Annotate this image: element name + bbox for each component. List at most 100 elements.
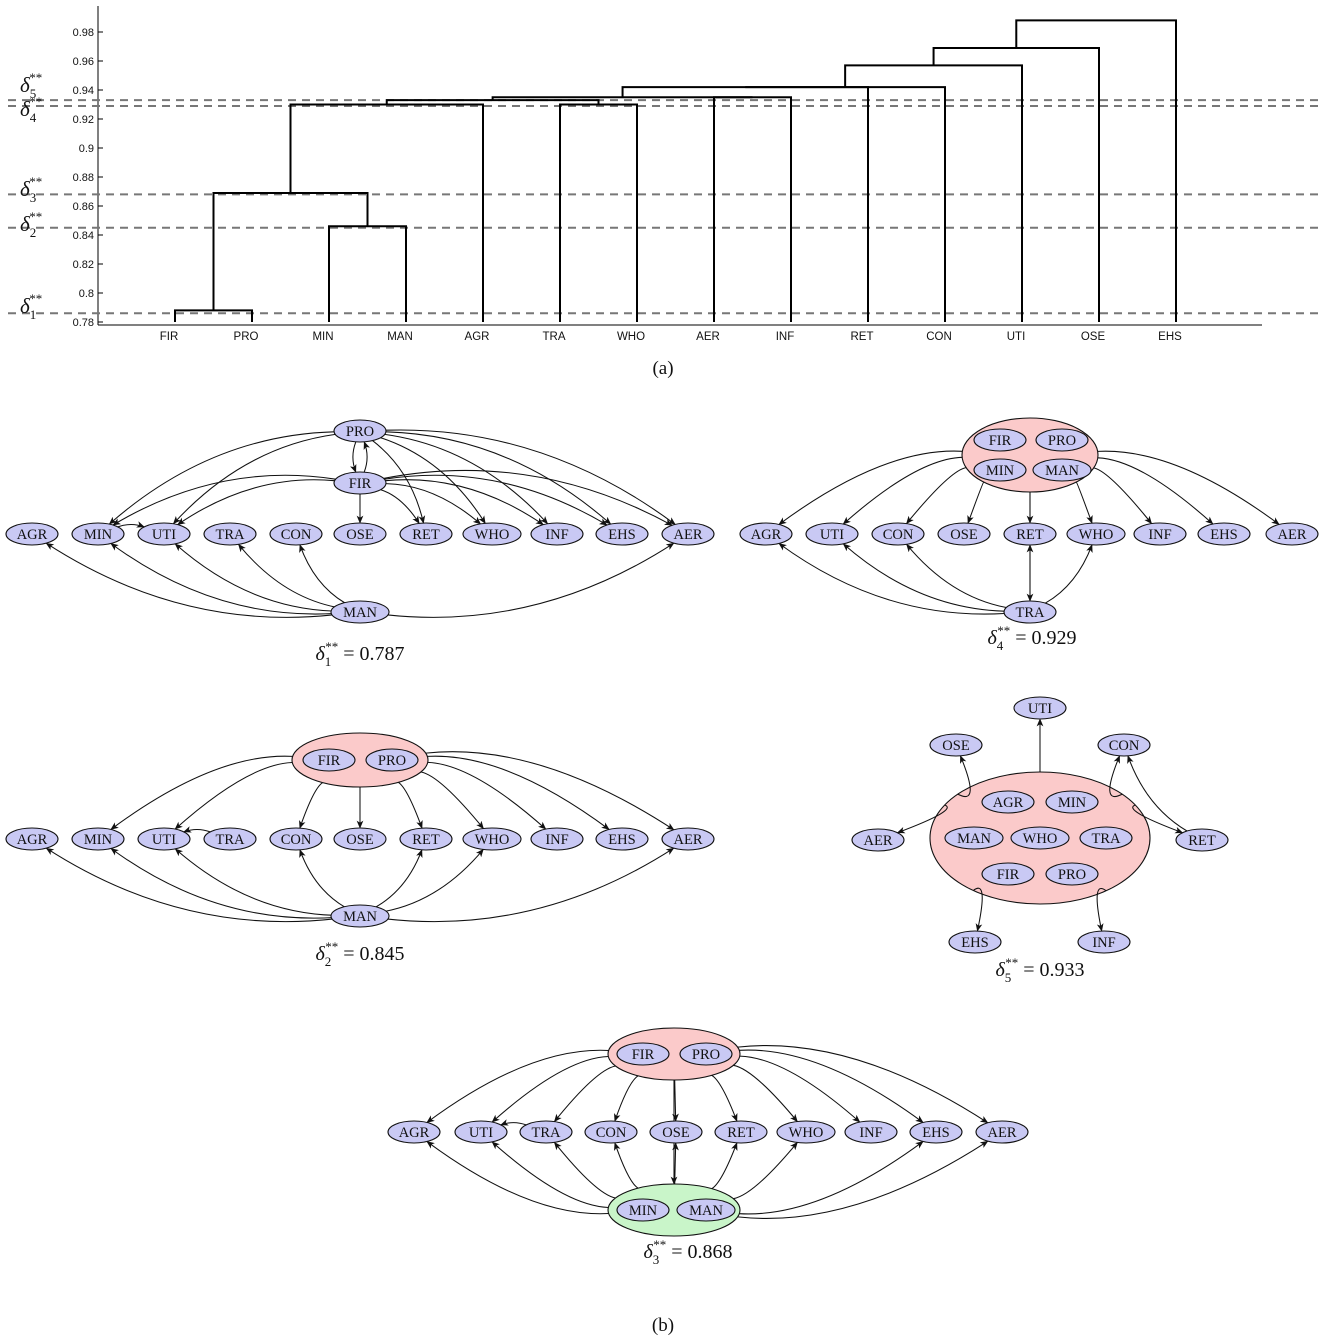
threshold-label: δ3** bbox=[20, 174, 42, 205]
node-min bbox=[1045, 790, 1099, 814]
caption-symbol: δ bbox=[315, 943, 325, 965]
dendrogram-link bbox=[289, 103, 484, 322]
node-label: CON bbox=[281, 527, 312, 543]
edge-ret-to-con bbox=[1127, 755, 1188, 832]
leaf-label: FIR bbox=[160, 331, 179, 343]
leaf-labels: FIR PRO MIN MAN AGR TRA WHO AER INF RET CON UTI OSE E… bbox=[160, 331, 1182, 343]
edge-man-to-aer bbox=[385, 542, 675, 618]
node-label: TRA bbox=[1016, 605, 1046, 621]
edge-pro-to-ehs bbox=[385, 431, 612, 525]
edge-man-to-agr bbox=[45, 847, 335, 923]
node-agr bbox=[387, 1120, 441, 1144]
node-uti bbox=[137, 522, 191, 546]
edge-fir-pro-to-inf bbox=[739, 1055, 861, 1123]
node-inf bbox=[1077, 930, 1131, 954]
node-fir bbox=[333, 471, 387, 495]
edge-pro-to-who bbox=[380, 437, 486, 524]
edge-fir-pro-to-who bbox=[420, 771, 484, 830]
node-aer bbox=[975, 1120, 1029, 1144]
node-ehs bbox=[1197, 522, 1251, 546]
edges bbox=[45, 429, 676, 618]
threshold-sup: ** bbox=[29, 94, 42, 109]
node-min bbox=[71, 827, 125, 851]
dendrogram-links bbox=[174, 19, 1177, 322]
edge-c-to-agr bbox=[778, 450, 963, 525]
node-label: PRO bbox=[1058, 867, 1086, 883]
edge-tra-to-who bbox=[1045, 544, 1093, 604]
node-label: MIN bbox=[84, 527, 113, 543]
threshold-label: δ2** bbox=[20, 209, 42, 240]
caption-value: = 0.929 bbox=[1010, 627, 1076, 649]
y-tick-label: 0.88 bbox=[73, 172, 94, 184]
threshold-sub: 2 bbox=[30, 225, 37, 240]
node-label: CON bbox=[281, 832, 312, 848]
nodes: FIR PRO AGR MIN UTI TRA CON OSE RET WHO INF EHS AER M… bbox=[5, 748, 715, 928]
dendrogram: 0.78 0.8 0.82 0.84 0.86 0.88 0.9 0.92 0.94 0.96 0.… bbox=[8, 6, 1318, 379]
node-label: AGR bbox=[993, 795, 1024, 811]
caption-symbol: δ bbox=[643, 1241, 653, 1263]
edge-pro-to-uti bbox=[172, 433, 336, 525]
edge-min-man-to-ret bbox=[711, 1142, 738, 1190]
edge-min-to-uti bbox=[117, 521, 145, 528]
node-ehs bbox=[948, 930, 1002, 954]
caption-b: (b) bbox=[652, 1315, 674, 1336]
node-ret bbox=[1175, 828, 1229, 852]
edge-man-to-con bbox=[299, 544, 346, 604]
edges bbox=[426, 1045, 989, 1219]
threshold-label: δ1** bbox=[20, 291, 42, 322]
edge-min-man-to-agr bbox=[426, 1141, 609, 1215]
node-ehs bbox=[595, 827, 649, 851]
node-label: EHS bbox=[608, 832, 635, 848]
caption-sup: ** bbox=[653, 1237, 666, 1252]
node-con bbox=[269, 827, 323, 851]
node-aer bbox=[661, 522, 715, 546]
node-label: AER bbox=[1278, 527, 1307, 543]
node-con bbox=[871, 522, 925, 546]
caption-symbol: δ bbox=[995, 959, 1005, 981]
node-tra bbox=[1003, 600, 1057, 624]
node-ose bbox=[937, 522, 991, 546]
leaf-label: UTI bbox=[1007, 331, 1026, 343]
node-label: FIR bbox=[997, 867, 1020, 883]
node-label: WHO bbox=[1079, 527, 1114, 543]
node-tra bbox=[203, 827, 257, 851]
edge-c-to-ehs bbox=[972, 887, 983, 932]
dendrogram-link bbox=[174, 309, 253, 322]
node-label: EHS bbox=[608, 527, 635, 543]
edge-min-man-to-ehs bbox=[739, 1141, 924, 1215]
node-pro bbox=[1035, 428, 1089, 452]
node-label: EHS bbox=[961, 935, 988, 951]
leaf-label: INF bbox=[776, 331, 795, 343]
edge-min-man-to-tra bbox=[553, 1141, 616, 1199]
graph-caption: δ1** = 0.787 bbox=[315, 639, 404, 669]
edge-fir-pro-to-aer bbox=[737, 1045, 989, 1124]
threshold-sub: 3 bbox=[30, 190, 37, 205]
y-tick-label: 0.84 bbox=[73, 230, 94, 242]
edge-fir-pro-to-ret bbox=[397, 781, 423, 829]
edge-min-man-to-uti bbox=[491, 1141, 609, 1209]
node-tra bbox=[1079, 826, 1133, 850]
node-min bbox=[71, 522, 125, 546]
node-aer bbox=[1265, 522, 1319, 546]
node-con bbox=[584, 1120, 638, 1144]
edge-c-to-ose bbox=[957, 755, 971, 798]
edge-man-to-ret bbox=[375, 849, 423, 908]
edge-fir-to-ret bbox=[380, 489, 420, 524]
node-label: AGR bbox=[751, 527, 782, 543]
threshold-symbol: δ bbox=[20, 73, 31, 97]
edge-fir-pro-to-con bbox=[614, 1075, 639, 1122]
leaf-label: AGR bbox=[465, 331, 490, 343]
caption-value: = 0.787 bbox=[338, 643, 404, 665]
caption-sub: 3 bbox=[653, 1252, 660, 1267]
y-tick-label: 0.8 bbox=[79, 288, 94, 300]
edge-fir-pro-to-tra bbox=[553, 1065, 616, 1123]
node-agr bbox=[5, 522, 59, 546]
edge-c-to-con bbox=[906, 467, 967, 525]
node-label: AGR bbox=[399, 1125, 430, 1141]
node-label: UTI bbox=[469, 1125, 493, 1141]
node-label: CON bbox=[883, 527, 914, 543]
node-label: PRO bbox=[1048, 433, 1076, 449]
node-fir bbox=[973, 428, 1027, 452]
edge-fir-pro-to-who bbox=[733, 1064, 798, 1123]
edges bbox=[45, 751, 675, 923]
